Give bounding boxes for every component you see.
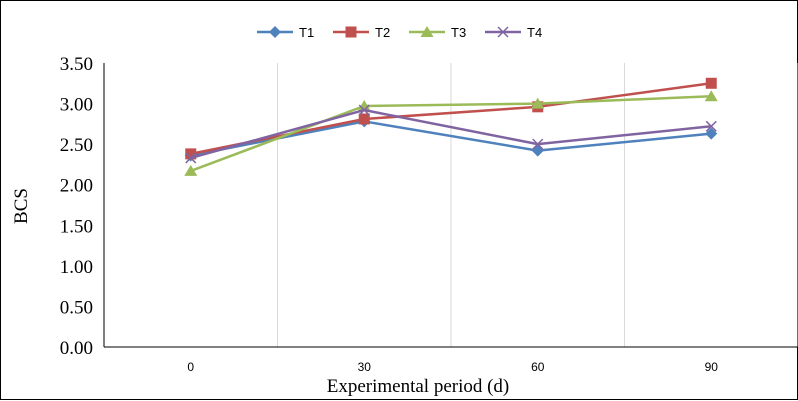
legend-label: T1	[299, 25, 314, 40]
y-tick-label: 0.50	[60, 297, 93, 318]
x-tick-label: 30	[358, 360, 372, 374]
legend-item-t4: T4	[485, 25, 542, 40]
legend-label: T3	[451, 25, 466, 40]
data-point-t2	[706, 78, 717, 89]
legend-marker	[269, 26, 281, 38]
data-point-t1	[705, 128, 717, 140]
legend-item-t2: T2	[333, 25, 390, 40]
y-tick-label: 3.00	[60, 95, 93, 116]
y-tick-label: 0.00	[60, 338, 93, 359]
x-tick-label: 90	[705, 360, 719, 374]
legend-marker	[346, 27, 357, 38]
x-axis-title: Experimental period (d)	[327, 376, 510, 397]
data-point-t2	[359, 113, 370, 124]
y-tick-label: 3.50	[60, 54, 93, 75]
x-tick-label: 60	[531, 360, 545, 374]
x-tick-label: 0	[187, 360, 194, 374]
legend-label: T2	[375, 25, 390, 40]
axes: 0.00 0.50 1.00 1.50 2.00 2.50 3.00 3.50 0 30 60 90	[60, 54, 798, 374]
data-point-t1	[532, 145, 544, 157]
legend-item-t3: T3	[409, 25, 466, 40]
y-tick-label: 1.00	[60, 257, 93, 278]
y-tick-label: 2.50	[60, 135, 93, 156]
y-tick-label: 2.00	[60, 176, 93, 197]
y-tick-label: 1.50	[60, 216, 93, 237]
legend: T1 T2 T3 T4	[257, 25, 542, 40]
legend-item-t1: T1	[257, 25, 314, 40]
legend-label: T4	[527, 25, 542, 40]
y-axis-title: BCS	[11, 188, 32, 224]
